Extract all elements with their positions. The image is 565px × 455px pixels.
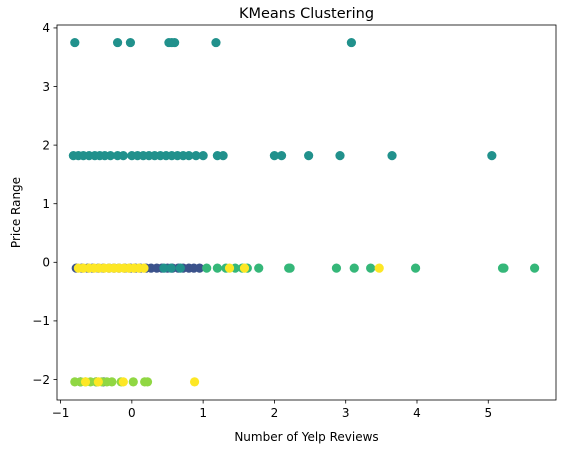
data-point-cluster-4 — [93, 377, 103, 387]
data-point-cluster-1 — [159, 263, 169, 273]
data-point-cluster-2 — [410, 263, 421, 273]
x-tick-label: 1 — [199, 406, 207, 420]
x-tick-label: 4 — [413, 406, 421, 420]
data-point-cluster-2 — [212, 263, 222, 273]
data-point-cluster-1 — [269, 151, 280, 161]
data-point-cluster-1 — [112, 37, 123, 48]
x-axis-ticks: −1 0 1 2 3 4 5 — [52, 400, 492, 420]
data-point-cluster-4 — [374, 263, 384, 273]
data-point-cluster-1 — [70, 37, 80, 48]
y-tick-label: 0 — [42, 256, 50, 270]
data-point-cluster-1 — [198, 151, 208, 161]
data-point-cluster-1 — [304, 151, 314, 161]
data-point-cluster-4 — [224, 263, 235, 273]
x-axis-label: Number of Yelp Reviews — [234, 430, 378, 444]
y-tick-label: 1 — [42, 197, 50, 211]
data-point-cluster-4 — [189, 377, 200, 387]
data-point-cluster-4 — [239, 263, 250, 273]
data-point-cluster-3 — [142, 377, 153, 387]
data-point-cluster-1 — [105, 151, 116, 161]
data-point-cluster-1 — [118, 151, 128, 161]
data-point-cluster-1 — [346, 37, 357, 48]
data-point-cluster-2 — [530, 263, 540, 273]
x-tick-label: 3 — [342, 406, 350, 420]
y-tick-label: −2 — [32, 373, 50, 387]
plot-frame — [56, 24, 557, 401]
data-point-cluster-1 — [125, 37, 136, 48]
y-tick-label: −1 — [32, 314, 50, 328]
y-axis-label: Price Range — [9, 177, 23, 248]
data-point-cluster-2 — [202, 263, 212, 273]
data-point-cluster-0 — [194, 263, 205, 273]
data-point-cluster-2 — [254, 263, 264, 273]
data-point-cluster-1 — [166, 263, 176, 273]
data-point-cluster-1 — [211, 37, 221, 48]
data-point-cluster-1 — [191, 151, 201, 161]
data-point-cluster-1 — [487, 151, 497, 161]
data-point-cluster-1 — [175, 263, 185, 273]
data-point-cluster-4 — [118, 377, 128, 387]
y-tick-label: 2 — [42, 138, 50, 152]
data-point-cluster-2 — [285, 263, 295, 273]
data-point-cluster-1 — [218, 151, 228, 161]
data-point-cluster-1 — [276, 151, 287, 161]
data-point-cluster-2 — [366, 263, 376, 273]
x-tick-label: 2 — [271, 406, 279, 420]
x-tick-label: −1 — [52, 406, 70, 420]
data-point-cluster-1 — [170, 37, 180, 48]
scatter-points — [68, 37, 540, 387]
x-tick-label: 5 — [484, 406, 492, 420]
chart-title: KMeans Clustering — [239, 6, 374, 22]
y-tick-label: 3 — [42, 80, 50, 94]
data-point-cluster-2 — [349, 263, 359, 273]
data-point-cluster-1 — [387, 151, 397, 161]
data-point-cluster-4 — [139, 263, 149, 273]
x-tick-label: 0 — [128, 406, 136, 420]
y-axis-ticks: −2 −1 0 1 2 3 4 — [32, 21, 57, 387]
data-point-cluster-4 — [80, 377, 91, 387]
data-point-cluster-2 — [331, 263, 342, 273]
y-tick-label: 4 — [42, 21, 50, 35]
data-point-cluster-1 — [335, 151, 345, 161]
data-point-cluster-1 — [184, 151, 194, 161]
data-point-cluster-2 — [499, 263, 509, 273]
data-point-cluster-3 — [128, 377, 138, 387]
data-point-cluster-3 — [107, 377, 117, 387]
